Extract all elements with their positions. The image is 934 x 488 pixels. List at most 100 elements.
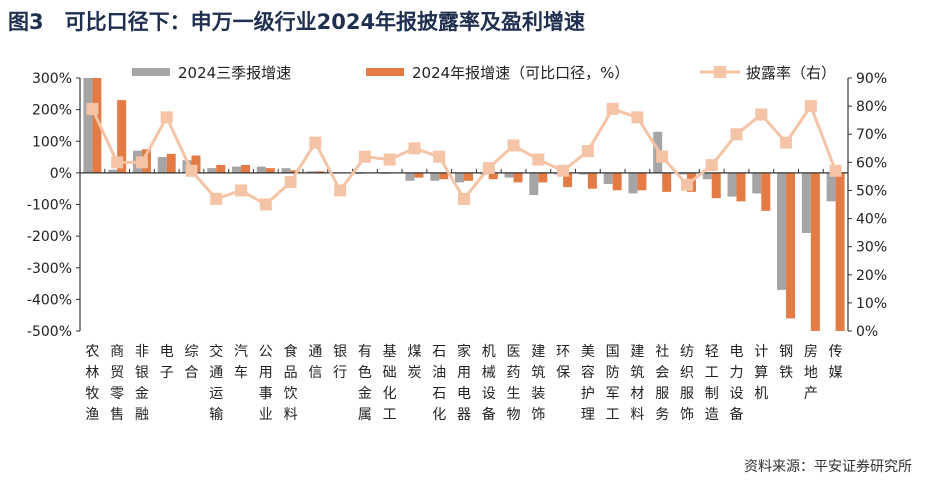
category-label: 社会服务 bbox=[655, 344, 669, 423]
disclosure-marker bbox=[780, 136, 793, 149]
bar-annual bbox=[662, 172, 672, 192]
right-tick-label: 30% bbox=[856, 240, 887, 256]
disclosure-marker bbox=[358, 150, 371, 163]
right-tick-label: 40% bbox=[856, 212, 887, 228]
category-label: 纺织服饰 bbox=[680, 344, 694, 423]
disclosure-marker bbox=[680, 178, 693, 191]
bar-annual bbox=[786, 172, 796, 319]
right-tick-label: 80% bbox=[856, 99, 887, 115]
disclosure-marker bbox=[829, 164, 842, 177]
category-label: 商贸零售 bbox=[110, 344, 124, 423]
category-label: 基础化工 bbox=[383, 343, 397, 423]
bar-q3 bbox=[108, 169, 118, 173]
left-tick-label: -300% bbox=[27, 261, 72, 277]
bar-q3 bbox=[628, 172, 638, 194]
bar-q3 bbox=[777, 172, 787, 290]
category-label: 食品饮料 bbox=[284, 343, 298, 423]
category-label: 美容护理 bbox=[581, 344, 595, 423]
category-label: 环保 bbox=[556, 344, 570, 381]
category-label: 医药生物 bbox=[507, 344, 521, 423]
disclosure-marker bbox=[210, 192, 223, 205]
category-label: 家用电器 bbox=[457, 343, 471, 423]
disclosure-marker bbox=[482, 161, 495, 174]
bar-annual bbox=[637, 172, 647, 191]
disclosure-marker bbox=[383, 153, 396, 166]
disclosure-marker bbox=[309, 136, 322, 149]
legend-marker bbox=[714, 66, 726, 78]
bar-annual bbox=[464, 172, 473, 181]
disclosure-marker bbox=[730, 128, 743, 141]
bar-q3 bbox=[702, 172, 712, 180]
category-label: 建筑装饰 bbox=[531, 344, 545, 423]
bar-annual bbox=[587, 172, 597, 189]
bar-q3 bbox=[504, 172, 514, 178]
bar-q3 bbox=[578, 172, 588, 175]
category-label: 通信 bbox=[308, 344, 322, 381]
bar-annual bbox=[166, 153, 176, 173]
bar-annual bbox=[241, 164, 251, 173]
category-label: 非银金融 bbox=[135, 344, 149, 423]
bar-q3 bbox=[430, 172, 440, 181]
category-label: 轻工制造 bbox=[705, 344, 719, 423]
bar-annual bbox=[761, 172, 771, 211]
bar-annual bbox=[191, 155, 201, 173]
right-tick-label: 20% bbox=[856, 268, 887, 284]
legend-swatch bbox=[132, 68, 170, 76]
category-label: 石油石化 bbox=[432, 344, 446, 423]
left-tick-label: 200% bbox=[32, 103, 72, 119]
left-tick-label: -200% bbox=[27, 229, 72, 245]
disclosure-marker bbox=[557, 164, 570, 177]
disclosure-marker bbox=[631, 111, 644, 124]
disclosure-marker bbox=[259, 198, 272, 211]
bar-annual bbox=[315, 171, 325, 173]
bar-annual bbox=[810, 172, 820, 331]
legend-label: 2024年报增速（可比口径，%） bbox=[412, 64, 629, 82]
bar-annual bbox=[92, 78, 102, 173]
category-label: 交通运输 bbox=[209, 343, 223, 423]
category-label: 钢铁 bbox=[779, 344, 793, 381]
legend-label: 披露率（右） bbox=[746, 64, 836, 82]
disclosure-marker bbox=[408, 142, 421, 155]
chart-title: 图3 可比口径下：申万一级行业2024年报披露率及盈利增速 bbox=[8, 10, 586, 34]
bar-q3 bbox=[232, 166, 242, 173]
left-tick-label: 100% bbox=[32, 134, 72, 150]
left-tick-label: -100% bbox=[27, 198, 72, 214]
disclosure-marker bbox=[581, 145, 594, 158]
bar-q3 bbox=[405, 172, 415, 181]
category-label: 房地产 bbox=[804, 344, 818, 402]
category-label: 农林牧渔 bbox=[85, 344, 99, 423]
category-label: 传媒 bbox=[829, 344, 843, 381]
right-tick-label: 0% bbox=[856, 324, 878, 340]
legend-swatch bbox=[366, 68, 404, 76]
right-tick-label: 50% bbox=[856, 183, 887, 199]
disclosure-marker bbox=[86, 102, 99, 115]
source-note: 资料来源：平安证券研究所 bbox=[744, 459, 912, 475]
bar-annual bbox=[513, 172, 523, 183]
disclosure-marker bbox=[433, 150, 446, 163]
category-label: 有色金属 bbox=[358, 344, 372, 423]
category-label: 汽车 bbox=[234, 344, 248, 381]
bar-q3 bbox=[455, 172, 464, 183]
bar-annual bbox=[439, 172, 449, 180]
category-label: 电力设备 bbox=[730, 344, 744, 423]
disclosure-marker bbox=[656, 150, 669, 163]
disclosure-line bbox=[91, 102, 838, 207]
bar-q3 bbox=[256, 166, 266, 173]
disclosure-marker bbox=[606, 102, 619, 115]
left-tick-label: 0% bbox=[50, 166, 72, 182]
bar-annual bbox=[216, 164, 226, 173]
bar-annual bbox=[835, 172, 845, 331]
category-label: 银行 bbox=[333, 344, 347, 381]
bar-q3 bbox=[281, 168, 291, 173]
disclosure-marker bbox=[111, 156, 124, 169]
disclosure-marker bbox=[532, 153, 545, 166]
category-label: 综合 bbox=[184, 344, 198, 381]
bar-q3 bbox=[207, 168, 217, 173]
category-label: 公用事业 bbox=[259, 344, 273, 423]
right-tick-label: 70% bbox=[856, 127, 887, 143]
bar-q3 bbox=[603, 172, 613, 184]
bar-q3 bbox=[826, 172, 836, 202]
bar-q3 bbox=[727, 172, 737, 197]
disclosure-marker bbox=[235, 184, 248, 197]
